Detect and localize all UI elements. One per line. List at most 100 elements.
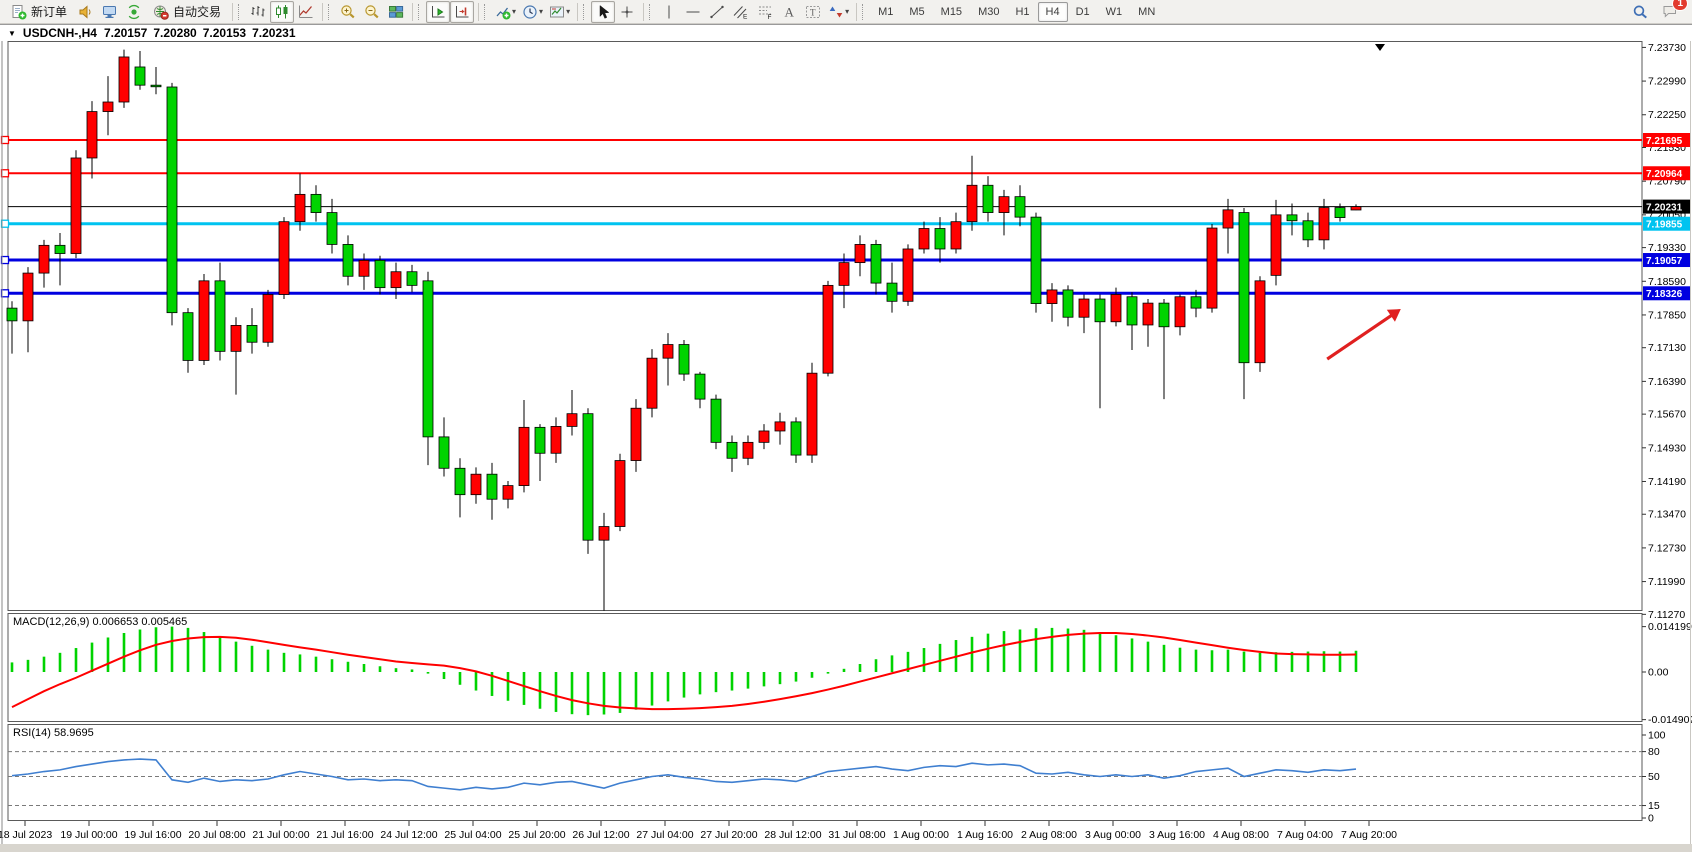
candle-body [1334, 207, 1346, 218]
search-button[interactable] [1628, 1, 1652, 23]
vertical-line-button[interactable] [657, 1, 681, 23]
candle-chart-icon [274, 4, 290, 20]
timeframe-w1-button[interactable]: W1 [1098, 2, 1131, 22]
crosshair-button[interactable] [615, 1, 639, 23]
x-tick-label[interactable]: 21 Jul 16:00 [316, 829, 373, 841]
line-chart-button[interactable] [294, 1, 318, 23]
macd-label: MACD(12,26,9) 0.006653 0.005465 [13, 616, 187, 628]
x-tick-label[interactable]: 19 Jul 00:00 [60, 829, 117, 841]
x-tick-label[interactable]: 3 Aug 16:00 [1149, 829, 1205, 841]
horizontal-line-button[interactable] [681, 1, 705, 23]
svg-text:A: A [785, 4, 795, 19]
indicators-button[interactable]: ▾ [492, 1, 519, 23]
x-tick-label[interactable]: 27 Jul 04:00 [636, 829, 693, 841]
candle-body [1350, 206, 1362, 211]
new-order-button[interactable]: 新订单 [4, 1, 74, 23]
timeframe-h1-button[interactable]: H1 [1007, 2, 1037, 22]
sound-button[interactable] [74, 1, 98, 23]
candle-body [1014, 196, 1026, 218]
zoom-out-icon [364, 4, 380, 20]
candle-body [38, 244, 50, 274]
candle-body [918, 228, 930, 250]
candle-body [1126, 296, 1138, 326]
periods-button[interactable]: ▾ [519, 1, 546, 23]
x-tick-label[interactable]: 7 Aug 20:00 [1341, 829, 1397, 841]
candle-chart-button[interactable] [270, 0, 295, 23]
candle-body [502, 485, 514, 500]
candle-body [518, 426, 530, 486]
text-label-button[interactable]: T [801, 1, 825, 23]
candle-body [182, 312, 194, 361]
templates-button[interactable]: ▾ [546, 1, 573, 23]
y-tick-label: 7.16390 [1648, 376, 1686, 388]
fibonacci-button[interactable]: F [753, 1, 777, 23]
tile-windows-button[interactable] [384, 1, 408, 23]
x-tick-label[interactable]: 19 Jul 16:00 [124, 829, 181, 841]
timeframe-h4-button[interactable]: H4 [1037, 1, 1068, 22]
timeframe-mn-button[interactable]: MN [1130, 2, 1163, 22]
price-badge-label: 7.19057 [1646, 256, 1683, 267]
candle-body [886, 282, 898, 302]
terminal-button[interactable] [98, 1, 122, 23]
candle-body [998, 196, 1010, 213]
bar-chart-button[interactable] [246, 1, 270, 23]
chart-shift-button[interactable] [450, 0, 475, 23]
arrows-button[interactable]: ▾ [825, 1, 852, 23]
x-tick-label[interactable]: 1 Aug 00:00 [893, 829, 949, 841]
candle-body [710, 398, 722, 443]
chart-dropdown-icon[interactable]: ▼ [8, 28, 16, 38]
x-tick-label[interactable]: 7 Aug 04:00 [1277, 829, 1333, 841]
rsi-tick-label: 15 [1648, 800, 1660, 812]
hline-anchor [0, 169, 10, 178]
candle-body [374, 259, 386, 289]
auto-trading-button[interactable]: 自动交易 [146, 1, 228, 23]
timeframe-d1-button[interactable]: D1 [1068, 2, 1098, 22]
y-tick-label: 7.19330 [1648, 242, 1686, 254]
timeframe-m1-button[interactable]: M1 [870, 2, 901, 22]
candle-body [742, 441, 754, 459]
toolbar-separator [322, 2, 324, 21]
candle-body [646, 357, 658, 409]
x-tick-label[interactable]: 18 Jul 2023 [0, 829, 52, 841]
chart-canvas[interactable]: 7.237307.229907.222507.215307.207907.200… [0, 41, 1692, 852]
vertical-line-icon [661, 4, 677, 20]
x-tick-label[interactable]: 21 Jul 00:00 [252, 829, 309, 841]
x-tick-label[interactable]: 25 Jul 20:00 [508, 829, 565, 841]
candle-body [134, 66, 146, 86]
auto-scroll-button[interactable] [426, 0, 451, 23]
y-tick-label: 7.17850 [1648, 309, 1686, 321]
signals-button[interactable] [122, 1, 146, 23]
x-tick-label[interactable]: 20 Jul 08:00 [188, 829, 245, 841]
x-tick-label[interactable]: 24 Jul 12:00 [380, 829, 437, 841]
equidistant-channel-button[interactable]: E [729, 1, 753, 23]
candle-body [966, 184, 978, 223]
candle-body [70, 157, 82, 254]
toolbar-separator [412, 2, 414, 21]
x-tick-label[interactable]: 2 Aug 08:00 [1021, 829, 1077, 841]
cursor-button[interactable] [591, 0, 616, 23]
trendline-button[interactable] [705, 1, 729, 23]
x-tick-label[interactable]: 26 Jul 12:00 [572, 829, 629, 841]
zoom-in-button[interactable] [336, 1, 360, 23]
x-tick-label[interactable]: 31 Jul 08:00 [828, 829, 885, 841]
toolbar-grip [328, 3, 333, 20]
x-tick-label[interactable]: 3 Aug 00:00 [1085, 829, 1141, 841]
x-tick-label[interactable]: 27 Jul 20:00 [700, 829, 757, 841]
candle-body [230, 325, 242, 352]
x-tick-label[interactable]: 4 Aug 08:00 [1213, 829, 1269, 841]
x-tick-label[interactable]: 1 Aug 16:00 [957, 829, 1013, 841]
timeframe-m30-button[interactable]: M30 [970, 2, 1007, 22]
toolbar-right: 1 [1628, 0, 1688, 24]
y-tick-label: 7.22990 [1648, 76, 1686, 88]
trend-arrow-annotation[interactable] [1326, 313, 1394, 361]
x-tick-label[interactable]: 25 Jul 04:00 [444, 829, 501, 841]
x-tick-label[interactable]: 28 Jul 12:00 [764, 829, 821, 841]
timeframe-m5-button[interactable]: M5 [901, 2, 932, 22]
text-button[interactable]: A [777, 1, 801, 23]
timeframe-m15-button[interactable]: M15 [933, 2, 970, 22]
price-badge-label: 7.21695 [1646, 136, 1683, 147]
candle-body [1318, 207, 1330, 241]
series-end-marker [1375, 44, 1385, 51]
candle-body [1190, 296, 1202, 309]
zoom-out-button[interactable] [360, 1, 384, 23]
